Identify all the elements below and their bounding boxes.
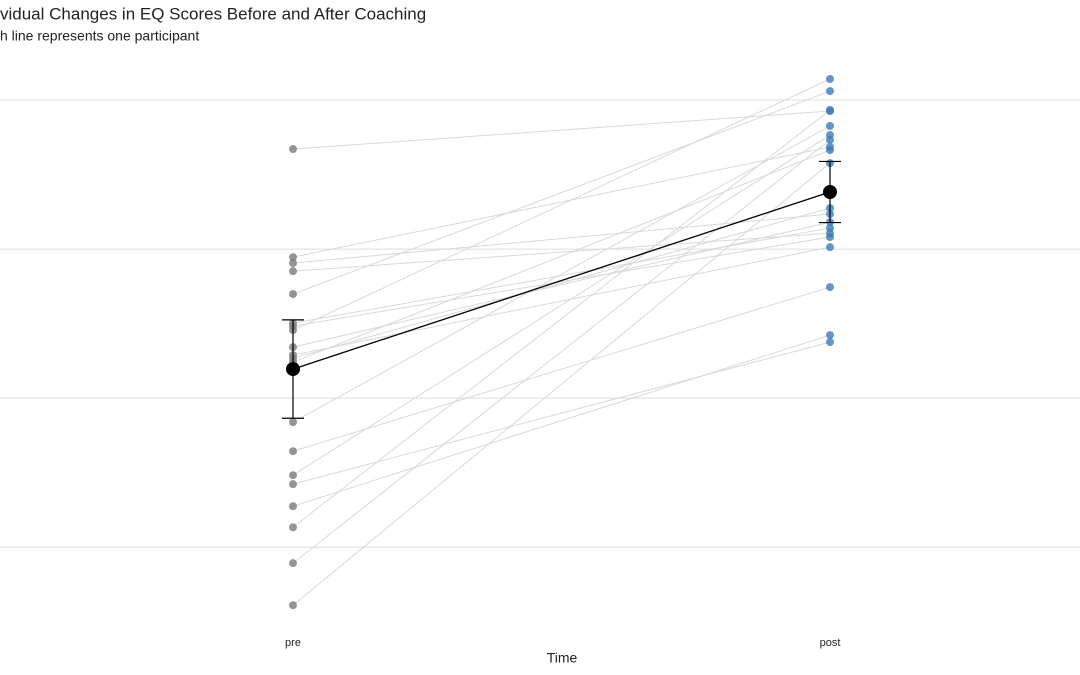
participant-line	[292, 246, 831, 356]
participant-point	[826, 135, 834, 144]
participant-line	[292, 149, 831, 363]
participant-line	[292, 334, 831, 507]
participant-line	[292, 286, 831, 452]
participant-line	[292, 227, 831, 324]
participant-line	[292, 213, 831, 264]
participant-point	[826, 146, 834, 155]
mean-line	[292, 191, 831, 370]
x-tick-label: pre	[285, 637, 301, 649]
participant-point	[826, 331, 834, 340]
participant-line	[292, 162, 831, 606]
participant-line	[292, 232, 831, 272]
participant-line	[292, 109, 831, 528]
participant-line	[292, 236, 831, 327]
participant-point	[289, 418, 297, 427]
participant-line	[292, 146, 831, 258]
participant-point	[826, 87, 834, 96]
x-tick-label: post	[820, 637, 841, 649]
chart-subtitle: h line represents one participant	[0, 28, 199, 44]
participant-point	[826, 121, 834, 130]
participant-line	[292, 134, 831, 476]
participant-point	[289, 447, 297, 456]
participant-point	[289, 523, 297, 532]
participant-point	[826, 233, 834, 242]
x-axis-title: Time	[547, 650, 578, 666]
participant-point	[826, 338, 834, 347]
participant-point	[826, 283, 834, 292]
participant-point	[826, 224, 834, 233]
participant-point	[289, 601, 297, 610]
participant-point	[289, 480, 297, 489]
chart-title: vidual Changes in EQ Scores Before and A…	[0, 4, 426, 23]
participant-line	[292, 90, 831, 295]
participant-point	[289, 259, 297, 268]
participant-line	[292, 125, 831, 423]
participant-line	[292, 110, 831, 150]
participant-line	[292, 78, 831, 331]
participant-point	[826, 106, 834, 115]
mean-point	[286, 362, 300, 377]
participant-point	[289, 145, 297, 154]
mean-point	[823, 184, 837, 199]
participant-line	[292, 341, 831, 485]
participant-point	[826, 74, 834, 83]
participant-point	[289, 502, 297, 511]
participant-point	[289, 267, 297, 276]
participant-point	[826, 243, 834, 252]
participant-point	[289, 471, 297, 480]
participant-line	[292, 139, 831, 564]
participant-line	[292, 207, 831, 359]
participant-point	[289, 253, 297, 262]
participant-point	[289, 559, 297, 568]
participant-point	[289, 290, 297, 299]
